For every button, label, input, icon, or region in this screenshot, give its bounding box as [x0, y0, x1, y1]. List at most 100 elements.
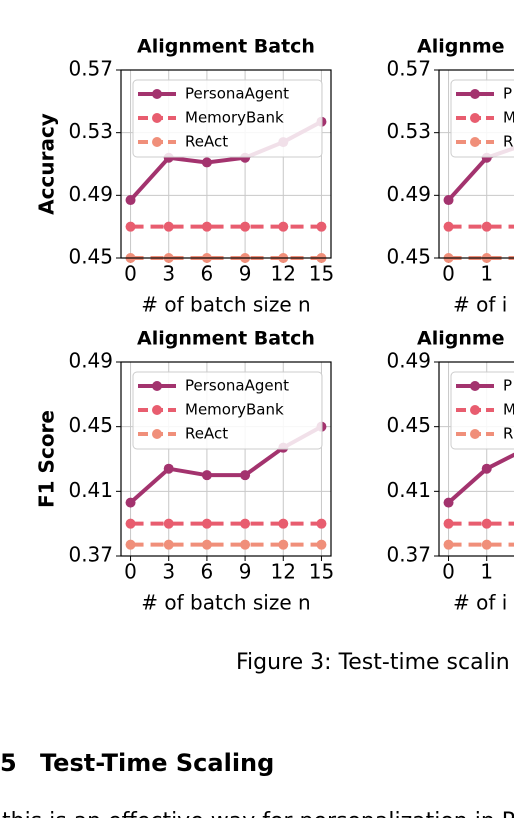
- data-point: [201, 157, 212, 168]
- series-group: [443, 452, 514, 550]
- legend-marker: [470, 429, 480, 439]
- y-tick-label: 0.45: [386, 245, 431, 269]
- caption: Figure 3: Test-time scalin: [236, 650, 510, 675]
- x-tick-label: 0: [442, 560, 455, 584]
- legend-marker: [470, 405, 480, 415]
- data-point: [481, 463, 492, 474]
- y-axis-label: Accuracy: [35, 113, 59, 215]
- legend-marker: [152, 137, 162, 147]
- legend-label: R: [503, 133, 513, 151]
- data-point: [481, 221, 492, 232]
- legend-marker: [470, 137, 480, 147]
- legend-box: [132, 79, 323, 158]
- y-axis-label: F1 Score: [35, 410, 59, 508]
- y-tick-label: 0.37: [386, 543, 431, 567]
- data-point: [481, 539, 492, 550]
- section-title: Test-Time Scaling: [40, 749, 274, 777]
- x-axis-label: # of batch size n: [141, 591, 310, 615]
- y-tick-label: 0.41: [68, 478, 113, 502]
- chart-title: Alignment Batch: [137, 328, 315, 350]
- legend-marker: [152, 113, 162, 123]
- axes-frame: [438, 361, 514, 557]
- legend-marker: [470, 381, 480, 391]
- x-axis-label: # of batch size n: [141, 293, 310, 317]
- data-point: [125, 195, 136, 206]
- data-point: [201, 518, 212, 529]
- section-number: 5: [0, 749, 17, 777]
- data-point: [316, 539, 327, 550]
- legend-box: [450, 79, 514, 158]
- data-point: [163, 221, 174, 232]
- legend-marker: [470, 89, 480, 99]
- y-tick-label: 0.57: [68, 57, 113, 81]
- y-tick-label: 0.45: [68, 413, 113, 437]
- x-tick-label: 9: [239, 262, 252, 286]
- legend-label: P: [503, 85, 512, 103]
- x-tick-label: 1: [480, 262, 493, 286]
- body-text: this is an effective way for personaliza…: [2, 809, 514, 818]
- data-point: [481, 518, 492, 529]
- legend-label: ReAct: [185, 133, 228, 151]
- data-point: [443, 539, 454, 550]
- data-point: [443, 221, 454, 232]
- legend-label: P: [503, 377, 512, 395]
- data-point: [278, 539, 289, 550]
- data-point: [125, 539, 136, 550]
- y-tick-label: 0.53: [68, 119, 113, 143]
- legend-label: ReAct: [185, 425, 228, 443]
- y-tick-label: 0.53: [386, 119, 431, 143]
- legend-marker: [152, 405, 162, 415]
- x-tick-label: 1: [480, 560, 493, 584]
- legend-marker: [152, 89, 162, 99]
- legend-label: MemoryBank: [185, 401, 284, 419]
- data-point: [163, 539, 174, 550]
- data-point: [240, 518, 251, 529]
- y-tick-label: 0.45: [68, 245, 113, 269]
- data-point: [125, 518, 136, 529]
- chart-title: Alignme: [417, 36, 505, 58]
- axes-frame: [120, 69, 332, 259]
- legend-marker: [152, 429, 162, 439]
- data-point: [316, 221, 327, 232]
- data-point: [278, 518, 289, 529]
- y-tick-label: 0.49: [386, 349, 431, 373]
- data-point: [278, 221, 289, 232]
- data-point: [163, 518, 174, 529]
- data-point: [240, 221, 251, 232]
- x-tick-label: 15: [309, 262, 334, 286]
- x-tick-label: 0: [124, 560, 137, 584]
- data-point: [125, 497, 136, 508]
- data-point: [443, 518, 454, 529]
- x-tick-label: 0: [124, 262, 137, 286]
- x-tick-label: 12: [271, 560, 296, 584]
- legend-label: M: [503, 109, 514, 127]
- chart-title: Alignment Batch: [137, 36, 315, 58]
- x-tick-label: 12: [271, 262, 296, 286]
- chart-title: Alignme: [417, 328, 505, 350]
- y-tick-label: 0.57: [386, 57, 431, 81]
- legend-label: M: [503, 401, 514, 419]
- data-point: [240, 470, 251, 481]
- x-axis-label: # of i: [453, 293, 507, 317]
- x-tick-label: 3: [162, 262, 175, 286]
- legend-marker: [152, 381, 162, 391]
- x-axis-label: # of i: [453, 591, 507, 615]
- x-tick-label: 0: [442, 262, 455, 286]
- data-point: [443, 195, 454, 206]
- legend-box: [450, 371, 514, 450]
- data-point: [201, 221, 212, 232]
- data-point: [201, 539, 212, 550]
- y-tick-label: 0.45: [386, 413, 431, 437]
- y-tick-label: 0.49: [68, 182, 113, 206]
- legend-box: [132, 371, 323, 450]
- axes-frame: [438, 69, 514, 259]
- legend-label: PersonaAgent: [185, 377, 289, 395]
- data-point: [125, 221, 136, 232]
- y-tick-label: 0.49: [386, 182, 431, 206]
- data-point: [443, 497, 454, 508]
- y-tick-label: 0.49: [68, 349, 113, 373]
- x-tick-label: 6: [201, 262, 214, 286]
- data-point: [240, 539, 251, 550]
